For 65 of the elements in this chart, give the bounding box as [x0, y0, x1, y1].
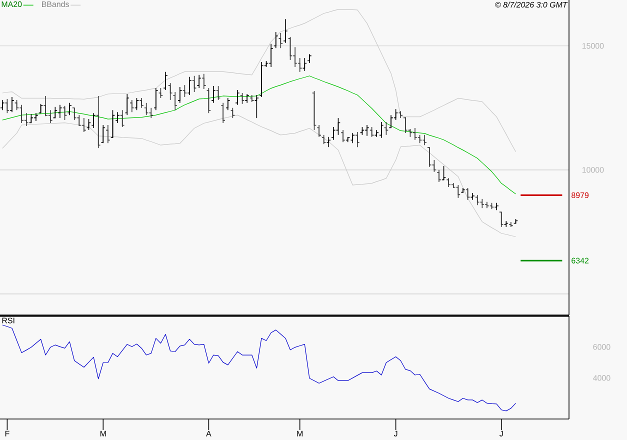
candlestick [62, 106, 68, 120]
candlestick [196, 74, 202, 88]
candlestick [67, 102, 72, 116]
candlestick [139, 98, 144, 108]
candlestick [331, 126, 336, 140]
candlestick [340, 130, 346, 143]
candlestick [158, 88, 164, 98]
candlestick [216, 86, 221, 100]
candlestick [100, 124, 106, 144]
candlestick [211, 86, 216, 104]
candlestick [124, 94, 130, 116]
candlestick [148, 107, 154, 118]
candlestick [4, 98, 10, 114]
candlestick [283, 18, 288, 44]
candlestick [312, 90, 317, 130]
candlestick [465, 188, 470, 200]
candlestick [58, 104, 62, 118]
candlestick [388, 114, 394, 128]
candlestick [187, 76, 192, 96]
candlestick [168, 82, 173, 100]
candlestick [259, 62, 264, 98]
candlestick [403, 116, 408, 134]
candlestick [10, 96, 14, 113]
candlestick [499, 212, 504, 228]
candlestick [235, 90, 240, 106]
candlestick [254, 94, 259, 118]
candlestick [220, 102, 226, 124]
candlestick [326, 136, 331, 148]
candlestick [288, 36, 293, 60]
candlestick [364, 124, 370, 136]
candlestick [350, 132, 355, 144]
candlestick [192, 75, 197, 92]
candlestick [110, 110, 116, 138]
candlestick [134, 98, 140, 111]
candlestick [268, 43, 274, 68]
candlestick [206, 88, 212, 114]
candlestick [427, 146, 432, 168]
candlestick [336, 118, 341, 136]
candlestick [52, 106, 58, 118]
candlestick [120, 110, 125, 128]
candlestick [422, 134, 427, 146]
candlestick [456, 184, 460, 198]
candlestick [106, 124, 110, 144]
candlestick [172, 92, 178, 111]
candlestick [470, 192, 475, 200]
candlestick [0, 100, 5, 111]
candlestick [475, 194, 480, 206]
candlestick [436, 170, 442, 182]
candlestick [130, 100, 134, 113]
candlestick [379, 122, 384, 138]
candlestick [202, 74, 206, 90]
candlestick [96, 96, 101, 148]
candlestick [38, 104, 44, 114]
candlestick [163, 72, 168, 90]
candlestick [182, 84, 188, 98]
candlestick [154, 88, 158, 111]
candlestick [355, 132, 360, 148]
candlestick [115, 112, 120, 124]
candlestick [316, 124, 322, 138]
candlestick [91, 112, 96, 128]
candlestick [226, 98, 230, 111]
candlestick [278, 32, 283, 49]
candlestick [274, 32, 278, 49]
candlestick [412, 128, 418, 140]
candlestick [178, 86, 182, 104]
